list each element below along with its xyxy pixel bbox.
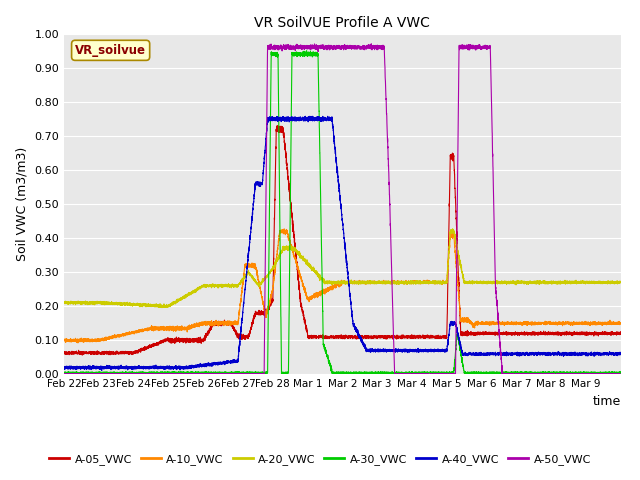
- Y-axis label: Soil VWC (m3/m3): Soil VWC (m3/m3): [16, 147, 29, 261]
- Legend: A-05_VWC, A-10_VWC, A-20_VWC, A-30_VWC, A-40_VWC, A-50_VWC: A-05_VWC, A-10_VWC, A-20_VWC, A-30_VWC, …: [44, 450, 596, 469]
- Title: VR SoilVUE Profile A VWC: VR SoilVUE Profile A VWC: [255, 16, 430, 30]
- X-axis label: time: time: [593, 395, 621, 408]
- Text: VR_soilvue: VR_soilvue: [75, 44, 146, 57]
